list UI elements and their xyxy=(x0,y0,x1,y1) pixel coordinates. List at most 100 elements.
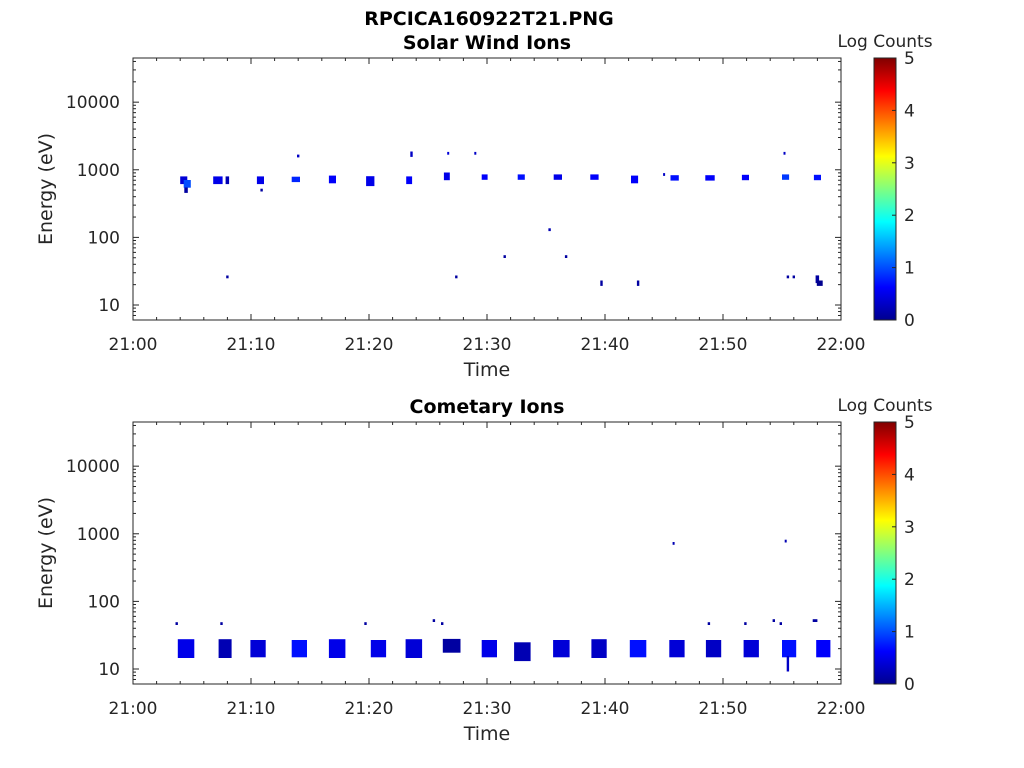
data-cell xyxy=(591,639,607,658)
data-cell xyxy=(553,640,570,658)
y-tick-label: 10 xyxy=(98,296,120,316)
data-cell xyxy=(741,174,749,181)
data-cell xyxy=(256,176,264,185)
data-cell xyxy=(481,640,497,658)
x-tick-label: 22:00 xyxy=(817,699,866,719)
data-cell xyxy=(410,151,413,157)
data-cell xyxy=(812,619,818,622)
colorbar-tick-label: 4 xyxy=(904,465,915,485)
colorbar-tick-label: 0 xyxy=(904,675,915,695)
colorbar-label: Log Counts xyxy=(837,396,932,416)
x-tick-label: 22:00 xyxy=(817,335,866,355)
data-cell xyxy=(783,151,786,155)
data-cell xyxy=(815,275,820,284)
data-cell xyxy=(225,176,230,185)
colorbar-tick-label: 1 xyxy=(904,623,915,643)
panel-title: Solar Wind Ions xyxy=(403,32,571,54)
colorbar-tick-label: 3 xyxy=(904,154,915,174)
colorbar-tick-label: 2 xyxy=(904,570,915,590)
y-axis-label: Energy (eV) xyxy=(35,497,57,609)
data-cell xyxy=(177,639,195,658)
data-cell xyxy=(669,640,685,658)
data-cell xyxy=(779,622,782,625)
y-tick-label: 100 xyxy=(88,592,120,612)
data-cell xyxy=(636,280,640,286)
data-cell xyxy=(405,639,423,658)
data-cell xyxy=(183,180,191,188)
data-cell xyxy=(364,622,367,625)
panel-title: Cometary Ions xyxy=(410,396,565,418)
data-cell xyxy=(663,173,666,176)
data-cell xyxy=(432,619,436,622)
x-tick-label: 21:20 xyxy=(345,699,394,719)
data-cell xyxy=(672,542,675,545)
data-cell xyxy=(184,187,188,193)
data-cell xyxy=(553,174,562,180)
x-tick-label: 21:30 xyxy=(463,335,512,355)
data-cell xyxy=(328,175,336,184)
data-cell xyxy=(548,228,551,232)
data-cell xyxy=(600,280,603,286)
y-tick-label: 100 xyxy=(88,228,120,248)
y-tick-label: 10 xyxy=(98,660,120,680)
x-tick-label: 21:10 xyxy=(227,335,276,355)
y-axis-label: Energy (eV) xyxy=(35,133,57,245)
x-tick-label: 21:40 xyxy=(581,699,630,719)
data-cell xyxy=(220,622,223,625)
data-cell xyxy=(784,539,787,543)
data-cell xyxy=(743,640,759,658)
data-cell xyxy=(474,151,477,155)
x-tick-label: 21:00 xyxy=(109,699,158,719)
colorbar-tick-label: 5 xyxy=(904,413,915,433)
data-cell xyxy=(481,174,488,180)
data-cell xyxy=(631,175,639,184)
data-cell xyxy=(705,175,715,181)
data-cell xyxy=(260,188,263,192)
data-cell xyxy=(447,151,450,155)
x-tick-label: 21:00 xyxy=(109,335,158,355)
colorbar-label: Log Counts xyxy=(837,32,932,52)
data-cell xyxy=(226,275,229,279)
colorbar-tick-label: 2 xyxy=(904,206,915,226)
colorbar-tick-label: 4 xyxy=(904,101,915,121)
x-axis-label: Time xyxy=(463,359,511,381)
data-cell xyxy=(707,622,711,625)
y-tick-label: 1000 xyxy=(77,525,120,545)
x-axis-label: Time xyxy=(463,723,511,745)
y-tick-label: 10000 xyxy=(66,457,120,477)
data-cell xyxy=(366,176,375,187)
colorbar-tick-label: 1 xyxy=(904,259,915,279)
data-cell xyxy=(782,174,790,180)
data-cell xyxy=(772,619,775,622)
data-cell xyxy=(813,174,821,181)
data-cell xyxy=(175,622,178,625)
x-tick-label: 21:50 xyxy=(699,699,748,719)
data-cell xyxy=(590,174,599,180)
colorbar xyxy=(873,57,897,321)
data-cell xyxy=(406,176,413,185)
colorbar-tick-label: 0 xyxy=(904,311,915,331)
data-cell xyxy=(370,640,387,658)
data-cell xyxy=(782,640,797,658)
data-cell xyxy=(517,174,525,180)
data-cell xyxy=(328,639,346,658)
x-tick-label: 21:20 xyxy=(345,335,394,355)
data-cell xyxy=(218,639,232,658)
data-cell xyxy=(455,275,458,279)
data-cell xyxy=(629,640,647,658)
data-cell xyxy=(213,176,223,185)
data-cell xyxy=(705,640,722,658)
data-cell xyxy=(503,255,506,258)
plot-area xyxy=(133,58,841,320)
x-tick-label: 21:10 xyxy=(227,699,276,719)
data-cells xyxy=(175,539,831,672)
x-tick-label: 21:40 xyxy=(581,335,630,355)
x-tick-label: 21:30 xyxy=(463,699,512,719)
colorbar-tick-label: 5 xyxy=(904,49,915,69)
figure-title: RPCICA160922T21.PNG xyxy=(364,8,614,30)
data-cell xyxy=(514,642,531,662)
colorbar-tick-label: 3 xyxy=(904,518,915,538)
data-cell xyxy=(786,655,790,672)
